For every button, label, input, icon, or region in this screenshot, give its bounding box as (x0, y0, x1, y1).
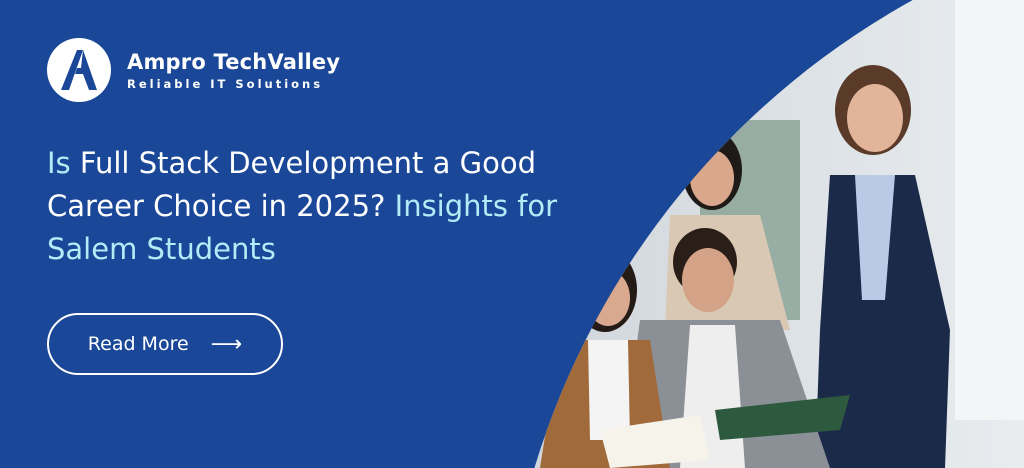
logo-a-icon (47, 38, 111, 102)
whiteboard (955, 0, 1024, 420)
headline-accent-2: Insights for Salem Students (47, 189, 558, 266)
read-more-label: Read More (87, 333, 189, 355)
read-more-button[interactable]: Read More ⟶ (47, 313, 283, 375)
arrow-right-icon: ⟶ (210, 331, 243, 357)
brand-tagline: Reliable IT Solutions (127, 76, 324, 91)
brand-name: Ampro TechValley (127, 49, 341, 74)
headline-accent-1: Is (47, 146, 71, 180)
headline-main: Full Stack Development a Good Career Cho… (47, 146, 537, 223)
brand-logo[interactable]: Ampro TechValley Reliable IT Solutions (47, 38, 340, 102)
headline: Is Full Stack Development a Good Career … (47, 142, 627, 271)
